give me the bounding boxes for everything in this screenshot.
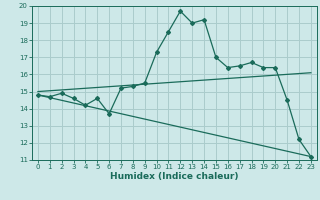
- X-axis label: Humidex (Indice chaleur): Humidex (Indice chaleur): [110, 172, 239, 181]
